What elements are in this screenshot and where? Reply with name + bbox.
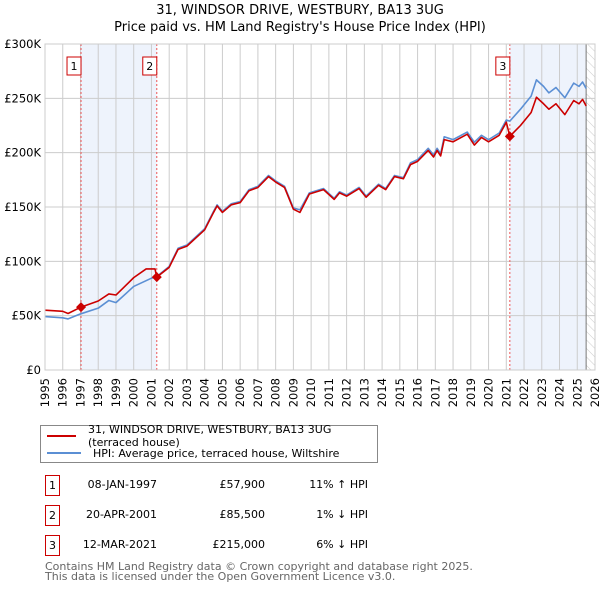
x-tick-label: 1997 — [73, 378, 87, 407]
x-tick-label: 2003 — [180, 378, 194, 407]
transaction-date: 20-APR-2001 — [85, 508, 157, 521]
sale-point-marker — [76, 302, 87, 313]
chart-title: 31, WINDSOR DRIVE, WESTBURY, BA13 3UG — [156, 3, 444, 18]
y-tick-label: £200K — [4, 146, 41, 160]
x-tick-label: 2026 — [588, 378, 600, 407]
price-chart: 1995 1996 1997 1998 1999 2000 2001 2002 2003 2004… — [4, 37, 600, 407]
x-tick-label: 2009 — [286, 378, 300, 407]
transaction-number: 3 — [45, 535, 60, 556]
x-tick-label: 2004 — [198, 378, 212, 407]
footer-licence: This data is licensed under the Open Gov… — [45, 570, 396, 583]
transaction-price: £215,000 — [212, 538, 266, 551]
x-tick-label: 2010 — [304, 378, 318, 407]
x-tick-label: 1995 — [38, 378, 52, 407]
x-tick-label: 2020 — [482, 378, 496, 407]
chart-subtitle: Price paid vs. HM Land Registry's House … — [114, 20, 486, 35]
legend: 31, WINDSOR DRIVE, WESTBURY, BA13 3UG (t… — [40, 423, 378, 463]
x-tick-label: 2008 — [269, 378, 283, 407]
x-tick-label: 2015 — [393, 378, 407, 407]
y-tick-label: £100K — [4, 254, 41, 268]
x-tick-label: 2016 — [411, 378, 425, 407]
transaction-date: 08-JAN-1997 — [87, 478, 157, 491]
plot-border — [44, 43, 596, 371]
sale-number-label: 3 — [499, 60, 506, 73]
x-tick-label: 2024 — [553, 378, 567, 407]
x-tick-label: 2017 — [428, 378, 442, 407]
sale-number-box — [495, 56, 511, 76]
property-price-line — [44, 96, 587, 315]
x-tick-label: 2013 — [357, 378, 371, 407]
sale-point-marker — [504, 131, 515, 142]
legend-item-property: 31, WINDSOR DRIVE, WESTBURY, BA13 3UG (t… — [41, 423, 377, 449]
transaction-number: 2 — [45, 505, 60, 526]
legend-swatch-property — [47, 435, 77, 437]
x-tick-label: 2007 — [251, 378, 265, 407]
x-tick-label: 2005 — [215, 378, 229, 407]
transaction-row: 1 08-JAN-1997 £57,900 11% ↑ HPI — [0, 475, 600, 497]
transaction-row: 3 12-MAR-2021 £215,000 6% ↓ HPI — [0, 535, 600, 557]
y-tick-label: £50K — [12, 309, 42, 323]
transaction-price: £57,900 — [219, 478, 266, 491]
x-tick-label: 2012 — [340, 378, 354, 407]
sale-point-marker — [151, 272, 162, 283]
x-tick-label: 2022 — [517, 378, 531, 407]
transaction-hpi: 1% ↓ HPI — [316, 508, 368, 521]
x-tick-label: 2006 — [233, 378, 247, 407]
sale-number-box — [142, 56, 158, 76]
sale-number-box — [66, 56, 82, 76]
x-tick-label: 2001 — [144, 378, 158, 407]
legend-label-property: 31, WINDSOR DRIVE, WESTBURY, BA13 3UG (t… — [88, 423, 332, 449]
legend-swatch-hpi — [47, 452, 81, 454]
transaction-row: 2 20-APR-2001 £85,500 1% ↓ HPI — [0, 505, 600, 527]
y-tick-label: £300K — [4, 37, 41, 51]
transaction-date: 12-MAR-2021 — [82, 538, 157, 551]
legend-item-hpi: HPI: Average price, terraced house, Wilt… — [41, 445, 339, 461]
x-tick-label: 2025 — [570, 378, 584, 407]
y-tick-label: £0 — [26, 363, 41, 377]
y-tick-label: £150K — [4, 200, 41, 214]
x-tick-label: 2023 — [535, 378, 549, 407]
x-tick-label: 2000 — [127, 378, 141, 407]
x-tick-label: 1999 — [109, 378, 123, 407]
transaction-hpi: 11% ↑ HPI — [309, 478, 368, 491]
transaction-hpi: 6% ↓ HPI — [316, 538, 368, 551]
y-tick-label: £250K — [4, 91, 41, 105]
x-tick-label: 2002 — [162, 378, 176, 407]
x-tick-label: 2018 — [446, 378, 460, 407]
transaction-price: £85,500 — [219, 508, 266, 521]
x-tick-label: 2011 — [322, 378, 336, 407]
x-tick-label: 1996 — [56, 378, 70, 407]
sale-number-label: 2 — [146, 60, 153, 73]
x-tick-label: 2019 — [464, 378, 478, 407]
x-tick-label: 2021 — [499, 378, 513, 407]
footer-copyright: Contains HM Land Registry data © Crown c… — [45, 560, 473, 573]
transaction-number: 1 — [45, 475, 60, 496]
legend-label-hpi: HPI: Average price, terraced house, Wilt… — [93, 446, 340, 460]
sale-number-label: 1 — [71, 60, 78, 73]
x-tick-label: 2014 — [375, 378, 389, 407]
x-tick-label: 1998 — [91, 378, 105, 407]
